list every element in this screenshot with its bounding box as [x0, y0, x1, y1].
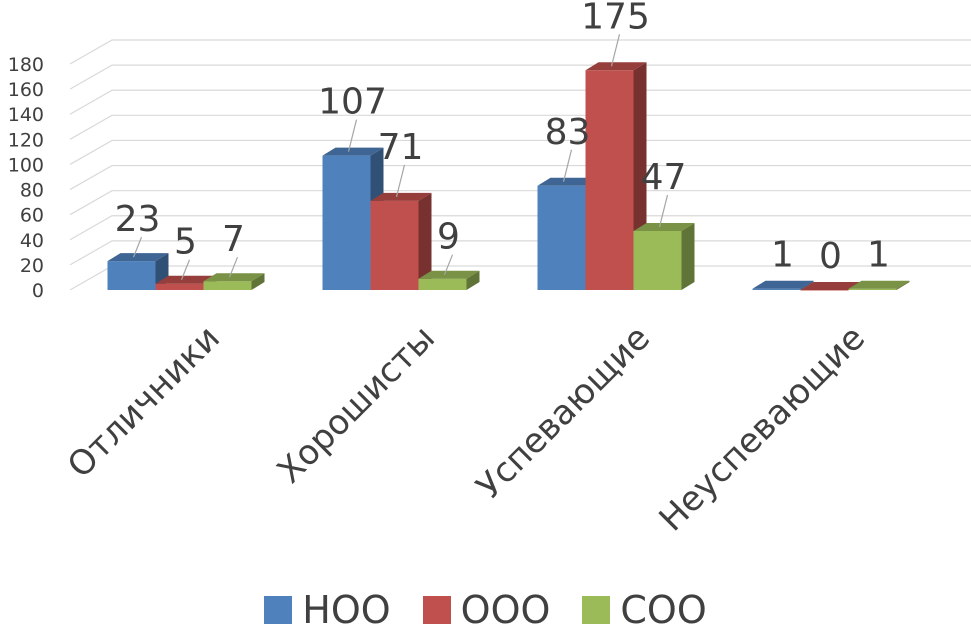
legend-label-noo: НОО	[302, 588, 391, 632]
data-label-leader	[180, 259, 191, 280]
category-label: Успевающие	[469, 318, 658, 507]
bar	[370, 192, 432, 290]
gridlines	[69, 39, 971, 291]
legend: НОО ООО СОО	[0, 590, 971, 630]
bar-top	[633, 222, 695, 231]
gridline	[69, 139, 971, 165]
data-label: 9	[437, 217, 460, 258]
gridline	[69, 215, 971, 241]
bar-top	[585, 62, 647, 71]
bar-top	[537, 177, 599, 186]
bar-side	[896, 280, 910, 290]
data-label: 107	[318, 82, 387, 123]
legend-swatch-ooo	[422, 596, 451, 624]
legend-item-ooo: ООО	[422, 588, 551, 632]
data-label: 71	[378, 127, 424, 168]
legend-item-noo: НОО	[264, 588, 391, 632]
bar-front	[155, 283, 204, 290]
bar-side	[466, 270, 480, 290]
bar-front	[107, 261, 156, 290]
bar-top	[107, 253, 169, 262]
bar-front	[322, 155, 371, 290]
y-tick-label: 0	[32, 280, 44, 302]
bar	[107, 253, 169, 290]
bar-front	[370, 200, 419, 290]
data-label-leader	[610, 34, 621, 67]
data-label: 23	[115, 199, 161, 240]
bar-front	[418, 278, 467, 290]
data-label: 5	[174, 222, 197, 263]
bar	[203, 273, 265, 290]
bar-front	[203, 281, 252, 290]
legend-swatch-soo	[582, 596, 611, 624]
gridline	[69, 164, 971, 191]
bar	[418, 270, 480, 290]
data-label-leader	[132, 236, 143, 258]
legend-swatch-noo	[264, 596, 293, 624]
data-label: 47	[641, 157, 687, 198]
bar-front	[633, 230, 682, 290]
data-label-leader	[228, 256, 239, 278]
bar	[585, 62, 647, 291]
y-tick-label: 180	[8, 54, 44, 76]
bar	[633, 222, 695, 290]
y-tick-label: 60	[20, 205, 44, 227]
bar-top	[155, 275, 217, 284]
bar-top	[848, 280, 910, 289]
bar-side	[800, 280, 814, 290]
gridline	[69, 64, 971, 90]
data-label: 1	[867, 235, 890, 276]
bar	[848, 280, 910, 290]
data-label-leader	[443, 254, 454, 275]
gridline	[69, 190, 971, 216]
bar-side	[681, 222, 695, 290]
gridline	[69, 114, 971, 140]
bar-side	[251, 273, 265, 290]
y-tick-label: 140	[8, 104, 44, 126]
bar-top	[322, 147, 384, 156]
category-label: Отличники	[60, 318, 228, 486]
bar-top	[800, 282, 862, 290]
data-label: 7	[222, 219, 245, 260]
bar-side	[418, 192, 432, 290]
y-tick-label: 20	[20, 255, 44, 277]
bar-front	[537, 185, 586, 290]
gridline	[69, 39, 971, 65]
legend-item-soo: СОО	[582, 588, 707, 632]
category-label: Неуспевающие	[652, 318, 873, 539]
legend-label-ooo: ООО	[460, 588, 551, 632]
y-tick-label: 120	[8, 129, 44, 151]
y-tick-label: 160	[8, 79, 44, 101]
data-label-leader	[562, 149, 573, 182]
bar-front	[585, 70, 634, 291]
legend-label-soo: СОО	[620, 588, 707, 632]
y-tick-label: 40	[20, 230, 44, 252]
bars	[107, 62, 910, 291]
gridline	[69, 89, 971, 115]
data-label: 1	[771, 235, 794, 276]
bar-front	[752, 288, 801, 290]
category-label: Хорошисты	[270, 318, 443, 491]
data-label-leader	[347, 119, 358, 152]
bar	[800, 282, 862, 291]
bar-top	[370, 192, 432, 201]
bar-top	[418, 270, 480, 279]
bar-top	[203, 273, 265, 282]
bar-front	[800, 290, 849, 291]
y-tick-label: 100	[8, 154, 44, 176]
data-label: 83	[545, 112, 591, 153]
bar-front	[848, 288, 897, 290]
data-label: 175	[581, 0, 650, 37]
data-label-leader	[395, 164, 406, 198]
bar	[752, 280, 814, 290]
y-tick-label: 80	[20, 180, 44, 202]
data-label-leader	[658, 194, 669, 228]
data-label: 0	[819, 236, 842, 277]
bar-top	[752, 280, 814, 289]
